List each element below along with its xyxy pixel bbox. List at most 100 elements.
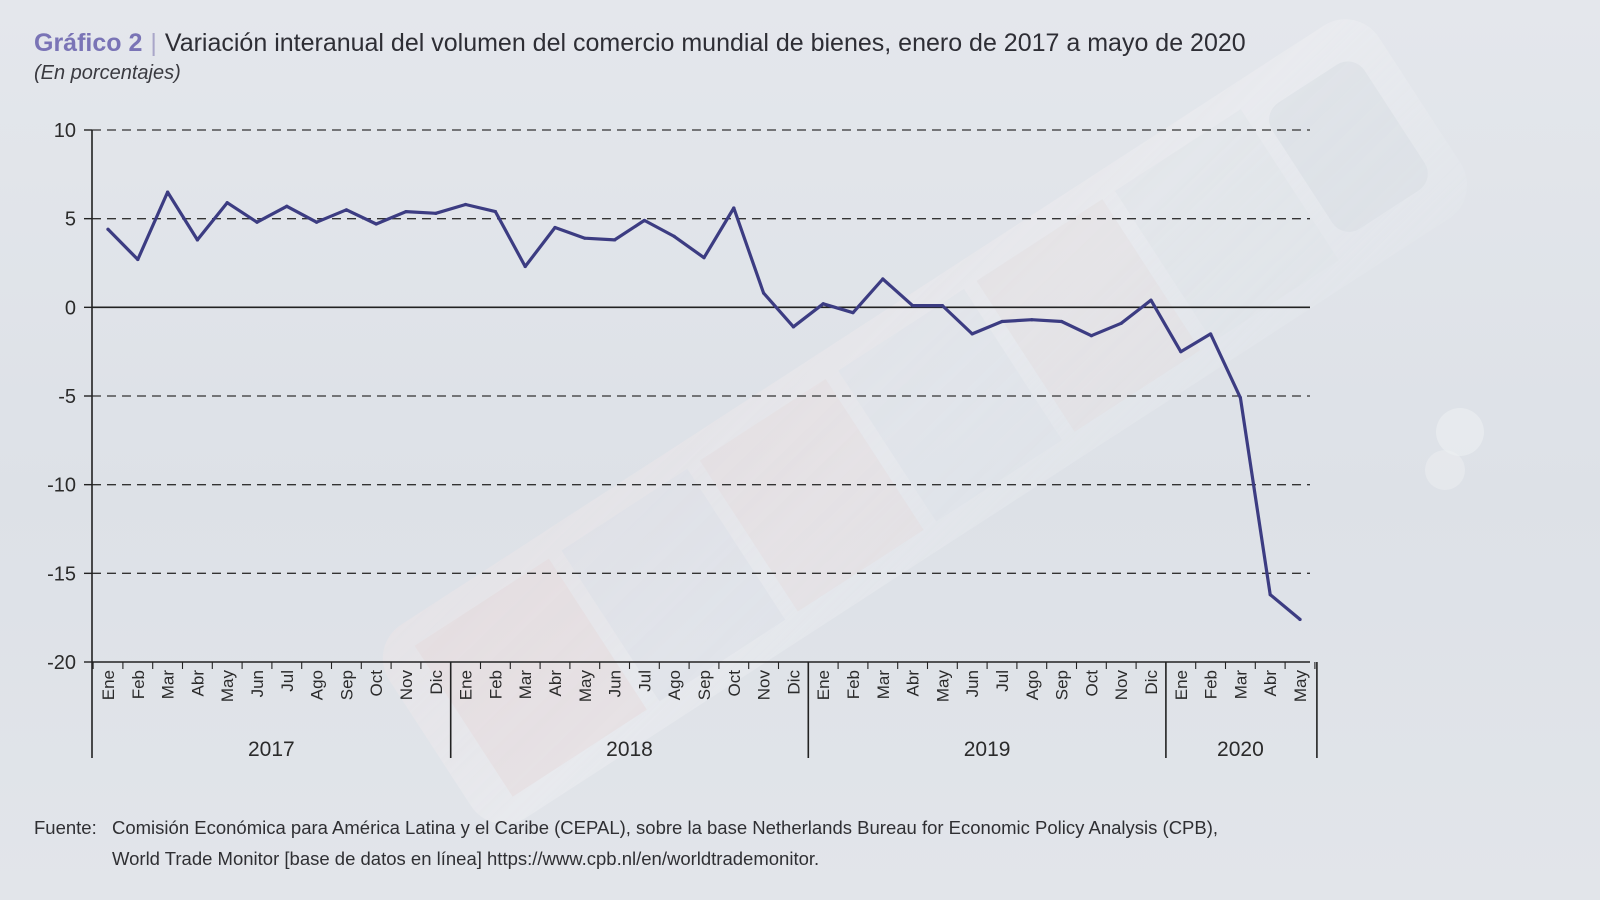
data-point [672, 234, 676, 238]
data-point [851, 311, 855, 315]
year-label: 2020 [1217, 738, 1264, 761]
data-point [285, 204, 289, 208]
data-point [1149, 298, 1153, 302]
x-tick-label: Sep [1053, 670, 1072, 700]
x-tick-label: Ene [1172, 670, 1191, 700]
x-tick-label: Jun [248, 670, 267, 697]
figure-label: Gráfico 2 [34, 29, 143, 57]
data-point [762, 291, 766, 295]
x-tick-label: Oct [367, 670, 386, 697]
data-point [970, 332, 974, 336]
x-tick-label: Feb [486, 670, 505, 699]
title-separator: | [150, 29, 157, 57]
data-point [553, 225, 557, 230]
data-point [613, 238, 617, 242]
x-tick-label: Ene [814, 670, 833, 700]
data-point [136, 257, 140, 262]
y-tick-label: -15 [47, 563, 76, 585]
y-tick-label: 10 [54, 120, 76, 142]
x-tick-label: Feb [844, 670, 863, 699]
x-tick-label: Dic [427, 670, 446, 695]
x-tick-label: Jul [993, 670, 1012, 692]
data-point [106, 227, 110, 231]
year-label: 2017 [248, 738, 295, 761]
x-tick-label: Abr [188, 670, 207, 697]
x-tick-label: Nov [397, 670, 416, 701]
data-point [1298, 617, 1302, 622]
x-tick-label: Abr [904, 670, 923, 697]
x-tick-label: May [218, 670, 237, 703]
x-tick-label: Jul [278, 670, 297, 692]
x-tick-label: Sep [695, 670, 714, 700]
chart-title: Variación interanual del volumen del com… [164, 29, 1246, 57]
data-point [702, 256, 706, 260]
x-tick-label: Sep [337, 670, 356, 700]
x-tick-label: Nov [755, 670, 774, 701]
data-point [195, 238, 199, 242]
data-point [404, 209, 408, 214]
source-line-1: Fuente: Comisión Económica para América L… [34, 812, 1564, 843]
source-text-1: Comisión Económica para América Latina y… [112, 817, 1219, 838]
series-layer [106, 190, 1302, 622]
x-tick-labels: Ene Feb Mar Abr May Jun Jul Ago Sep Oct Nov Dic Ene F… [99, 670, 1310, 703]
data-point [1238, 396, 1242, 400]
y-tick-label: 0 [65, 297, 76, 319]
data-point [881, 277, 885, 281]
data-point [1268, 593, 1272, 597]
year-label: 2019 [964, 738, 1011, 761]
data-point [464, 202, 468, 207]
data-point [791, 325, 796, 329]
x-tick-label: Nov [1112, 670, 1131, 701]
y-tick-label: 5 [65, 209, 76, 231]
data-point [1179, 350, 1183, 354]
y-tick-label: -10 [47, 475, 76, 497]
line-chart: 10 5 0 -5 -10 -15 -20 Ene Feb Mar Abr May Jun Jul Ago… [47, 120, 1318, 761]
year-label: 2018 [606, 738, 653, 761]
x-tick-label: Dic [784, 670, 803, 695]
axes [84, 129, 1318, 758]
y-tick-label: -20 [47, 652, 76, 674]
x-tick-label: Mar [516, 670, 535, 700]
grid-lines [92, 129, 1310, 574]
y-tick-labels: 10 5 0 -5 -10 -15 -20 [47, 120, 76, 674]
data-point [1119, 321, 1123, 325]
data-point [1209, 332, 1213, 336]
x-tick-label: Feb [129, 670, 148, 699]
x-tick-label: May [1291, 670, 1310, 703]
source-note: Fuente: Comisión Económica para América L… [34, 812, 1564, 874]
x-tick-label: Dic [1142, 670, 1161, 695]
x-tick-label: Jun [606, 670, 625, 697]
x-tick-label: Ago [308, 670, 327, 700]
data-point [732, 206, 736, 210]
data-point [225, 201, 229, 205]
data-point [344, 208, 348, 212]
x-tick-label: Ago [1023, 670, 1042, 700]
x-tick-label: Oct [725, 670, 744, 697]
chart-subtitle: (En porcentajes) [34, 62, 181, 84]
data-point [821, 302, 825, 306]
data-point [1089, 334, 1093, 338]
data-point [583, 236, 587, 240]
data-point [493, 209, 497, 214]
y-tick-label: -5 [58, 386, 76, 408]
x-tick-label: Ene [457, 670, 476, 700]
source-label: Fuente: [34, 817, 97, 838]
data-point [315, 220, 319, 224]
x-tick-label: Feb [1202, 670, 1221, 699]
x-tick-label: May [576, 670, 595, 703]
x-tick-label: May [933, 670, 952, 703]
x-tick-label: Ago [665, 670, 684, 700]
year-labels: 2017 2018 2019 2020 [248, 738, 1264, 761]
data-point [434, 211, 438, 215]
x-tick-label: Mar [159, 670, 178, 700]
data-point [1000, 319, 1004, 324]
source-text-2: World Trade Monitor [base de datos en lí… [112, 848, 820, 869]
title-line: Gráfico 2 | Variación interanual del volum… [34, 26, 1246, 60]
data-point [940, 303, 945, 308]
x-tick-label: Oct [1082, 670, 1101, 697]
data-point [911, 303, 915, 308]
chart-header: Gráfico 2 | Variación interanual del volum… [34, 26, 1246, 85]
data-point [523, 264, 527, 269]
